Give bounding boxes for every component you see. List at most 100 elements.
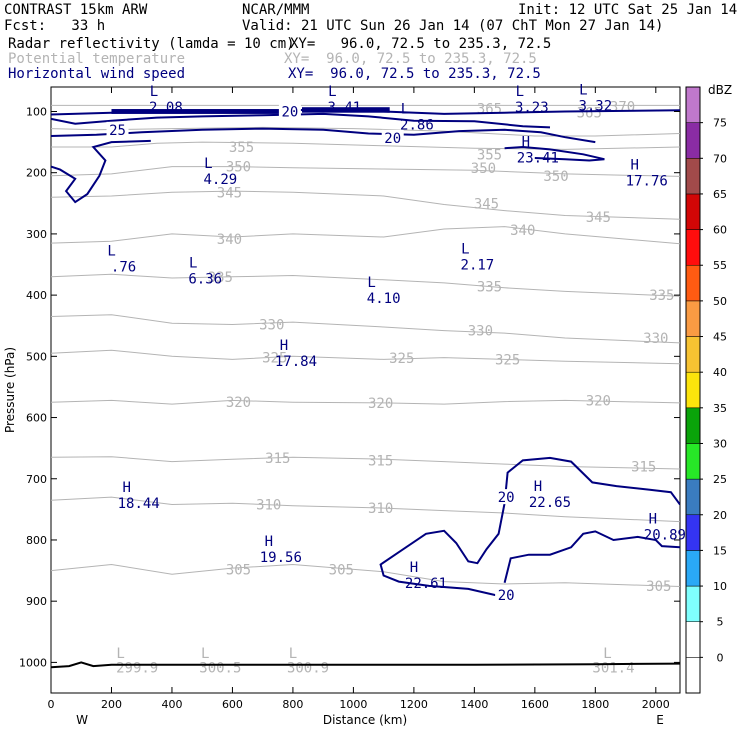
field-xy-reflectivity: XY= 96.0, 72.5 to 235.3, 72.5 bbox=[290, 36, 551, 52]
wind-label: 20 bbox=[281, 104, 298, 120]
theta-contours bbox=[51, 104, 680, 587]
init-time: Init: 12 UTC Sat 25 Jan 14 bbox=[518, 2, 737, 18]
theta-label: 300.9 bbox=[287, 660, 329, 676]
extremum-letter: L bbox=[204, 156, 212, 172]
theta-contour-335 bbox=[51, 273, 680, 297]
colorbar-segment bbox=[685, 86, 701, 123]
wind-contour-20 bbox=[51, 127, 596, 144]
colorbar-segment bbox=[685, 443, 701, 480]
theta-label: 345 bbox=[586, 210, 611, 226]
extremum-letter: L bbox=[401, 101, 409, 117]
colorbar-segment bbox=[685, 193, 701, 230]
theta-label: 345 bbox=[217, 185, 242, 201]
theta-label: 370 bbox=[610, 100, 635, 116]
colorbar-tick-label: 15 bbox=[713, 544, 727, 557]
wind-jet-core bbox=[111, 109, 293, 114]
extremum-low: L6.36 bbox=[188, 256, 222, 288]
x-tick-label: 1800 bbox=[581, 698, 609, 711]
extremum-letter: L bbox=[579, 82, 587, 98]
extremum-value: 22.65 bbox=[529, 495, 571, 511]
extremum-value: 23.41 bbox=[517, 150, 559, 166]
extremum-letter: L bbox=[516, 84, 524, 100]
wind-label-bg bbox=[495, 489, 518, 505]
extremum-value: 20.89 bbox=[644, 527, 686, 543]
theta-label: 345 bbox=[474, 196, 499, 212]
theta-contour-325 bbox=[51, 349, 680, 365]
extremum-letter: H bbox=[649, 511, 657, 527]
extremum-value: 2.08 bbox=[149, 100, 183, 116]
theta-label: 320 bbox=[586, 393, 611, 409]
colorbar-segment bbox=[685, 371, 701, 409]
extremum-value: 3.32 bbox=[578, 98, 612, 114]
colorbar-tick-label: 70 bbox=[713, 152, 727, 165]
x-tick-label: 1400 bbox=[460, 698, 488, 711]
colorbar-segment bbox=[685, 621, 701, 658]
colorbar-tick-label: 55 bbox=[713, 259, 727, 272]
y-tick-label: 100 bbox=[26, 105, 47, 118]
extremum-letter: L bbox=[328, 84, 336, 100]
extremum-value: 3.41 bbox=[327, 100, 361, 116]
theta-label: 355 bbox=[229, 140, 254, 156]
y-tick-label: 400 bbox=[26, 289, 47, 302]
field-name-wind: Horizontal wind speed bbox=[8, 66, 185, 82]
theta-label: 305 bbox=[329, 562, 354, 578]
y-tick-label: 900 bbox=[26, 595, 47, 608]
wind-jet-core bbox=[301, 107, 390, 113]
theta-contour-345 bbox=[51, 190, 680, 220]
extremum-letter: H bbox=[410, 560, 418, 576]
extremum-low: L.76 bbox=[107, 243, 136, 275]
theta-contour-305 bbox=[51, 563, 680, 587]
theta-label: 335 bbox=[208, 270, 233, 286]
x-tick-label: 800 bbox=[282, 698, 303, 711]
theta-label: 305 bbox=[646, 579, 671, 595]
extremum-low: L3.23 bbox=[515, 84, 549, 116]
theta-label: 325 bbox=[389, 351, 414, 367]
extremum-high: H17.84 bbox=[275, 338, 317, 370]
extremum-value: 2.17 bbox=[461, 257, 495, 273]
extremum-high: H23.41 bbox=[517, 134, 559, 166]
y-axis-title: Pressure (hPa) bbox=[3, 347, 17, 433]
extremum-value: 3.23 bbox=[515, 100, 549, 116]
y-tick-label: 600 bbox=[26, 412, 47, 425]
theta-min-marker: L bbox=[289, 646, 297, 662]
y-tick-label: 500 bbox=[26, 350, 47, 363]
extremum-high: H19.56 bbox=[260, 534, 302, 566]
x-right-end-label: E bbox=[656, 713, 664, 727]
field-xy-wind: XY= 96.0, 72.5 to 235.3, 72.5 bbox=[288, 66, 541, 82]
theta-label: 355 bbox=[477, 147, 502, 163]
colorbar-tick-label: 25 bbox=[713, 473, 727, 486]
extremum-letter: H bbox=[631, 158, 639, 174]
theta-label: 350 bbox=[226, 160, 251, 176]
extremum-low: L2.08 bbox=[149, 84, 183, 116]
theta-label: 325 bbox=[262, 351, 287, 367]
colorbar-frame bbox=[685, 86, 701, 694]
extremum-value: 4.10 bbox=[367, 291, 401, 307]
theta-label: 340 bbox=[217, 232, 242, 248]
extremum-value: 22.61 bbox=[405, 576, 447, 592]
extremum-low: L3.41 bbox=[327, 84, 361, 116]
extremum-high: H22.61 bbox=[405, 560, 447, 592]
field-xy-theta: XY= 96.0, 72.5 to 235.3, 72.5 bbox=[284, 51, 537, 67]
y-tick-label: 700 bbox=[26, 473, 47, 486]
theta-label: 350 bbox=[471, 161, 496, 177]
colorbar-tick-label: 20 bbox=[713, 509, 727, 522]
colorbar-segment bbox=[685, 657, 701, 694]
theta-label: 350 bbox=[543, 169, 568, 185]
x-tick-label: 0 bbox=[48, 698, 55, 711]
wind-labels: 25 20 20 20 20 bbox=[106, 103, 518, 604]
colorbar-segment bbox=[685, 300, 701, 337]
theta-label: 310 bbox=[368, 501, 393, 517]
theta-label: 320 bbox=[226, 395, 251, 411]
theta-label: 300.5 bbox=[199, 660, 241, 676]
extremum-letter: L bbox=[189, 256, 197, 272]
theta-label: 320 bbox=[368, 396, 393, 412]
axes: 0 200 400 600 800 1000 1200 1400 1600 1800 2000 100… bbox=[19, 87, 680, 711]
extremum-value: .76 bbox=[111, 259, 136, 275]
x-tick-label: 1000 bbox=[339, 698, 367, 711]
theta-label: 335 bbox=[649, 288, 674, 304]
y-tick-label: 1000 bbox=[19, 656, 47, 669]
surface-pressure-line bbox=[51, 661, 680, 669]
theta-label: 315 bbox=[631, 460, 656, 476]
colorbar-tick-label: 5 bbox=[717, 616, 724, 629]
